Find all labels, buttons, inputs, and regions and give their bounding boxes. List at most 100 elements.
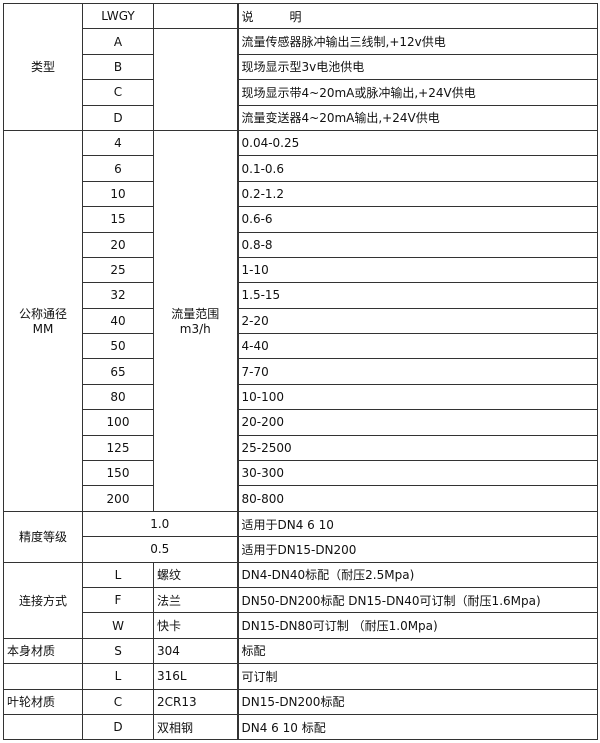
diameter-value: 65 [82, 358, 154, 385]
body-material-description: 标配 [236, 637, 598, 665]
type-description-text: 流量传感器脉冲输出三线制,+12v供电 [241, 35, 446, 50]
connection-description-text: DN4-DN40标配（耐压2.5Mpa) [241, 568, 415, 583]
flow-range-value-text: 7-70 [241, 364, 269, 379]
impeller-material-description-text: DN4 6 10 标配 [241, 720, 326, 735]
diameter-value-text: 200 [106, 491, 130, 506]
flow-range-value-text: 0.6-6 [241, 212, 273, 227]
accuracy-description: 适用于DN4 6 10 [236, 510, 598, 538]
impeller-material-description-text: DN15-DN200标配 [241, 695, 345, 710]
table-row: 32 1.5-15 [4, 282, 598, 309]
diameter-value: 6 [82, 155, 154, 182]
table-row: F 法兰 DN50-DN200标配 DN15-DN40可订制（耐压1.6Mpa) [4, 586, 598, 614]
accuracy-description-text: 适用于DN4 6 10 [241, 517, 334, 532]
body-material-code: S [82, 637, 154, 665]
type-description-text: 流量变送器4~20mA输出,+24V供电 [241, 111, 440, 126]
table-row: 80 10-100 [4, 383, 598, 411]
table-row: B 现场显示型3v电池供电 [4, 53, 598, 81]
body-material-label [3, 663, 83, 690]
flow-range-value: 1-10 [236, 256, 598, 284]
header-empty [153, 2, 238, 30]
flow-range-label-text: m3/h [179, 322, 211, 337]
diameter-value-text: 50 [110, 339, 126, 354]
connection-description-text: DN15-DN80可订制 （耐压1.0Mpa) [241, 619, 438, 634]
diameter-value-text: 4 [114, 136, 122, 151]
body-material-name: 304 [153, 637, 238, 665]
body-material-name-text: 316L [157, 669, 187, 684]
diameter-value: 200 [82, 485, 154, 512]
diameter-value: 125 [82, 434, 154, 462]
description-header-text: 说 明 [241, 9, 302, 24]
table-row: 0.5 适用于DN15-DN200 [4, 536, 598, 563]
connection-description: DN15-DN80可订制 （耐压1.0Mpa) [236, 612, 598, 639]
table-row: 叶轮材质 C 2CR13 DN15-DN200标配 [3, 688, 598, 715]
table-row: 125 25-2500 [4, 434, 598, 462]
type-code: B [82, 53, 154, 81]
table-row: L 316L 可订制 [3, 663, 598, 690]
diameter-label-text: 公称通径 [18, 307, 67, 322]
flow-range-value: 30-300 [236, 460, 598, 487]
flow-range-value: 20-200 [236, 409, 598, 436]
description-header: 说 明 [236, 2, 598, 30]
accuracy-grade-text: 0.5 [150, 542, 170, 557]
flow-range-value-text: 20-200 [241, 415, 285, 430]
connection-description-text: DN50-DN200标配 DN15-DN40可订制（耐压1.6Mpa) [241, 593, 541, 608]
body-material-label-text: 本身材质 [7, 644, 56, 659]
connection-name-text: 螺纹 [157, 568, 182, 583]
diameter-value: 80 [82, 383, 154, 411]
table-row: 10 0.2-1.2 [4, 180, 598, 208]
accuracy-grade-text: 1.0 [150, 517, 170, 531]
table-row: 40 2-20 [4, 307, 598, 335]
diameter-value: 40 [82, 307, 154, 335]
body-material-code-text: L [114, 669, 122, 684]
flow-range-value: 80-800 [236, 485, 598, 512]
table-row: 25 1-10 [4, 256, 598, 284]
diameter-value-text: 10 [110, 186, 126, 201]
connection-name-text: 快卡 [157, 619, 182, 634]
flow-range-label: 流量范围 m3/h [153, 129, 238, 512]
impeller-material-code-text: C [113, 694, 123, 709]
diameter-value-text: 80 [110, 390, 126, 405]
diameter-value: 10 [82, 180, 154, 208]
flow-range-value-text: 0.04-0.25 [241, 136, 300, 151]
diameter-value-text: 15 [110, 212, 126, 227]
flow-range-label-text: 流量范围 [171, 307, 220, 322]
flow-range-value-text: 30-300 [241, 466, 285, 481]
flow-range-value-text: 0.2-1.2 [241, 186, 285, 201]
diameter-value-text: 20 [110, 237, 126, 252]
table-row: W 快卡 DN15-DN80可订制 （耐压1.0Mpa) [4, 612, 598, 639]
connection-description: DN50-DN200标配 DN15-DN40可订制（耐压1.6Mpa) [236, 586, 598, 614]
diameter-value-text: 150 [106, 466, 130, 481]
model-code-header: LWGY [82, 2, 154, 30]
model-code-header-text: LWGY [101, 9, 135, 24]
table-row: 本身材质 S 304 标配 [3, 637, 598, 665]
table-row: 200 80-800 [4, 485, 598, 512]
connection-code: W [82, 612, 154, 639]
table-row: 150 30-300 [4, 460, 598, 487]
flow-range-value: 4-40 [236, 333, 598, 360]
accuracy-label: 精度等级 [3, 510, 83, 563]
type-code-text: D [113, 110, 123, 125]
flow-range-value-text: 10-100 [241, 390, 285, 405]
table-row: 50 4-40 [4, 333, 598, 360]
table-row: 15 0.6-6 [4, 206, 598, 233]
impeller-material-code: C [82, 688, 154, 715]
body-material-description: 可订制 [236, 663, 598, 690]
diameter-value: 20 [82, 231, 154, 258]
flow-range-value: 25-2500 [236, 434, 598, 462]
flow-range-value: 0.6-6 [236, 206, 598, 233]
diameter-value-text: 65 [110, 364, 126, 379]
type-description-text: 现场显示带4~20mA或脉冲输出,+24V供电 [241, 85, 476, 100]
table-row: D 双相钢 DN4 6 10 标配 [3, 713, 598, 741]
accuracy-description: 适用于DN15-DN200 [236, 536, 598, 563]
connection-code: F [82, 586, 154, 614]
connection-code-text: F [114, 593, 122, 608]
connection-label-text: 连接方式 [18, 593, 67, 608]
table-row: 6 0.1-0.6 [4, 155, 598, 182]
impeller-material-label-text: 叶轮材质 [7, 695, 56, 710]
diameter-value-text: 100 [106, 415, 130, 430]
type-description-text: 现场显示型3v电池供电 [241, 60, 365, 75]
diameter-value: 15 [82, 206, 154, 233]
flow-range-value-text: 0.1-0.6 [241, 161, 285, 176]
flow-range-value-text: 2-20 [241, 313, 269, 328]
connection-code: L [82, 561, 154, 588]
